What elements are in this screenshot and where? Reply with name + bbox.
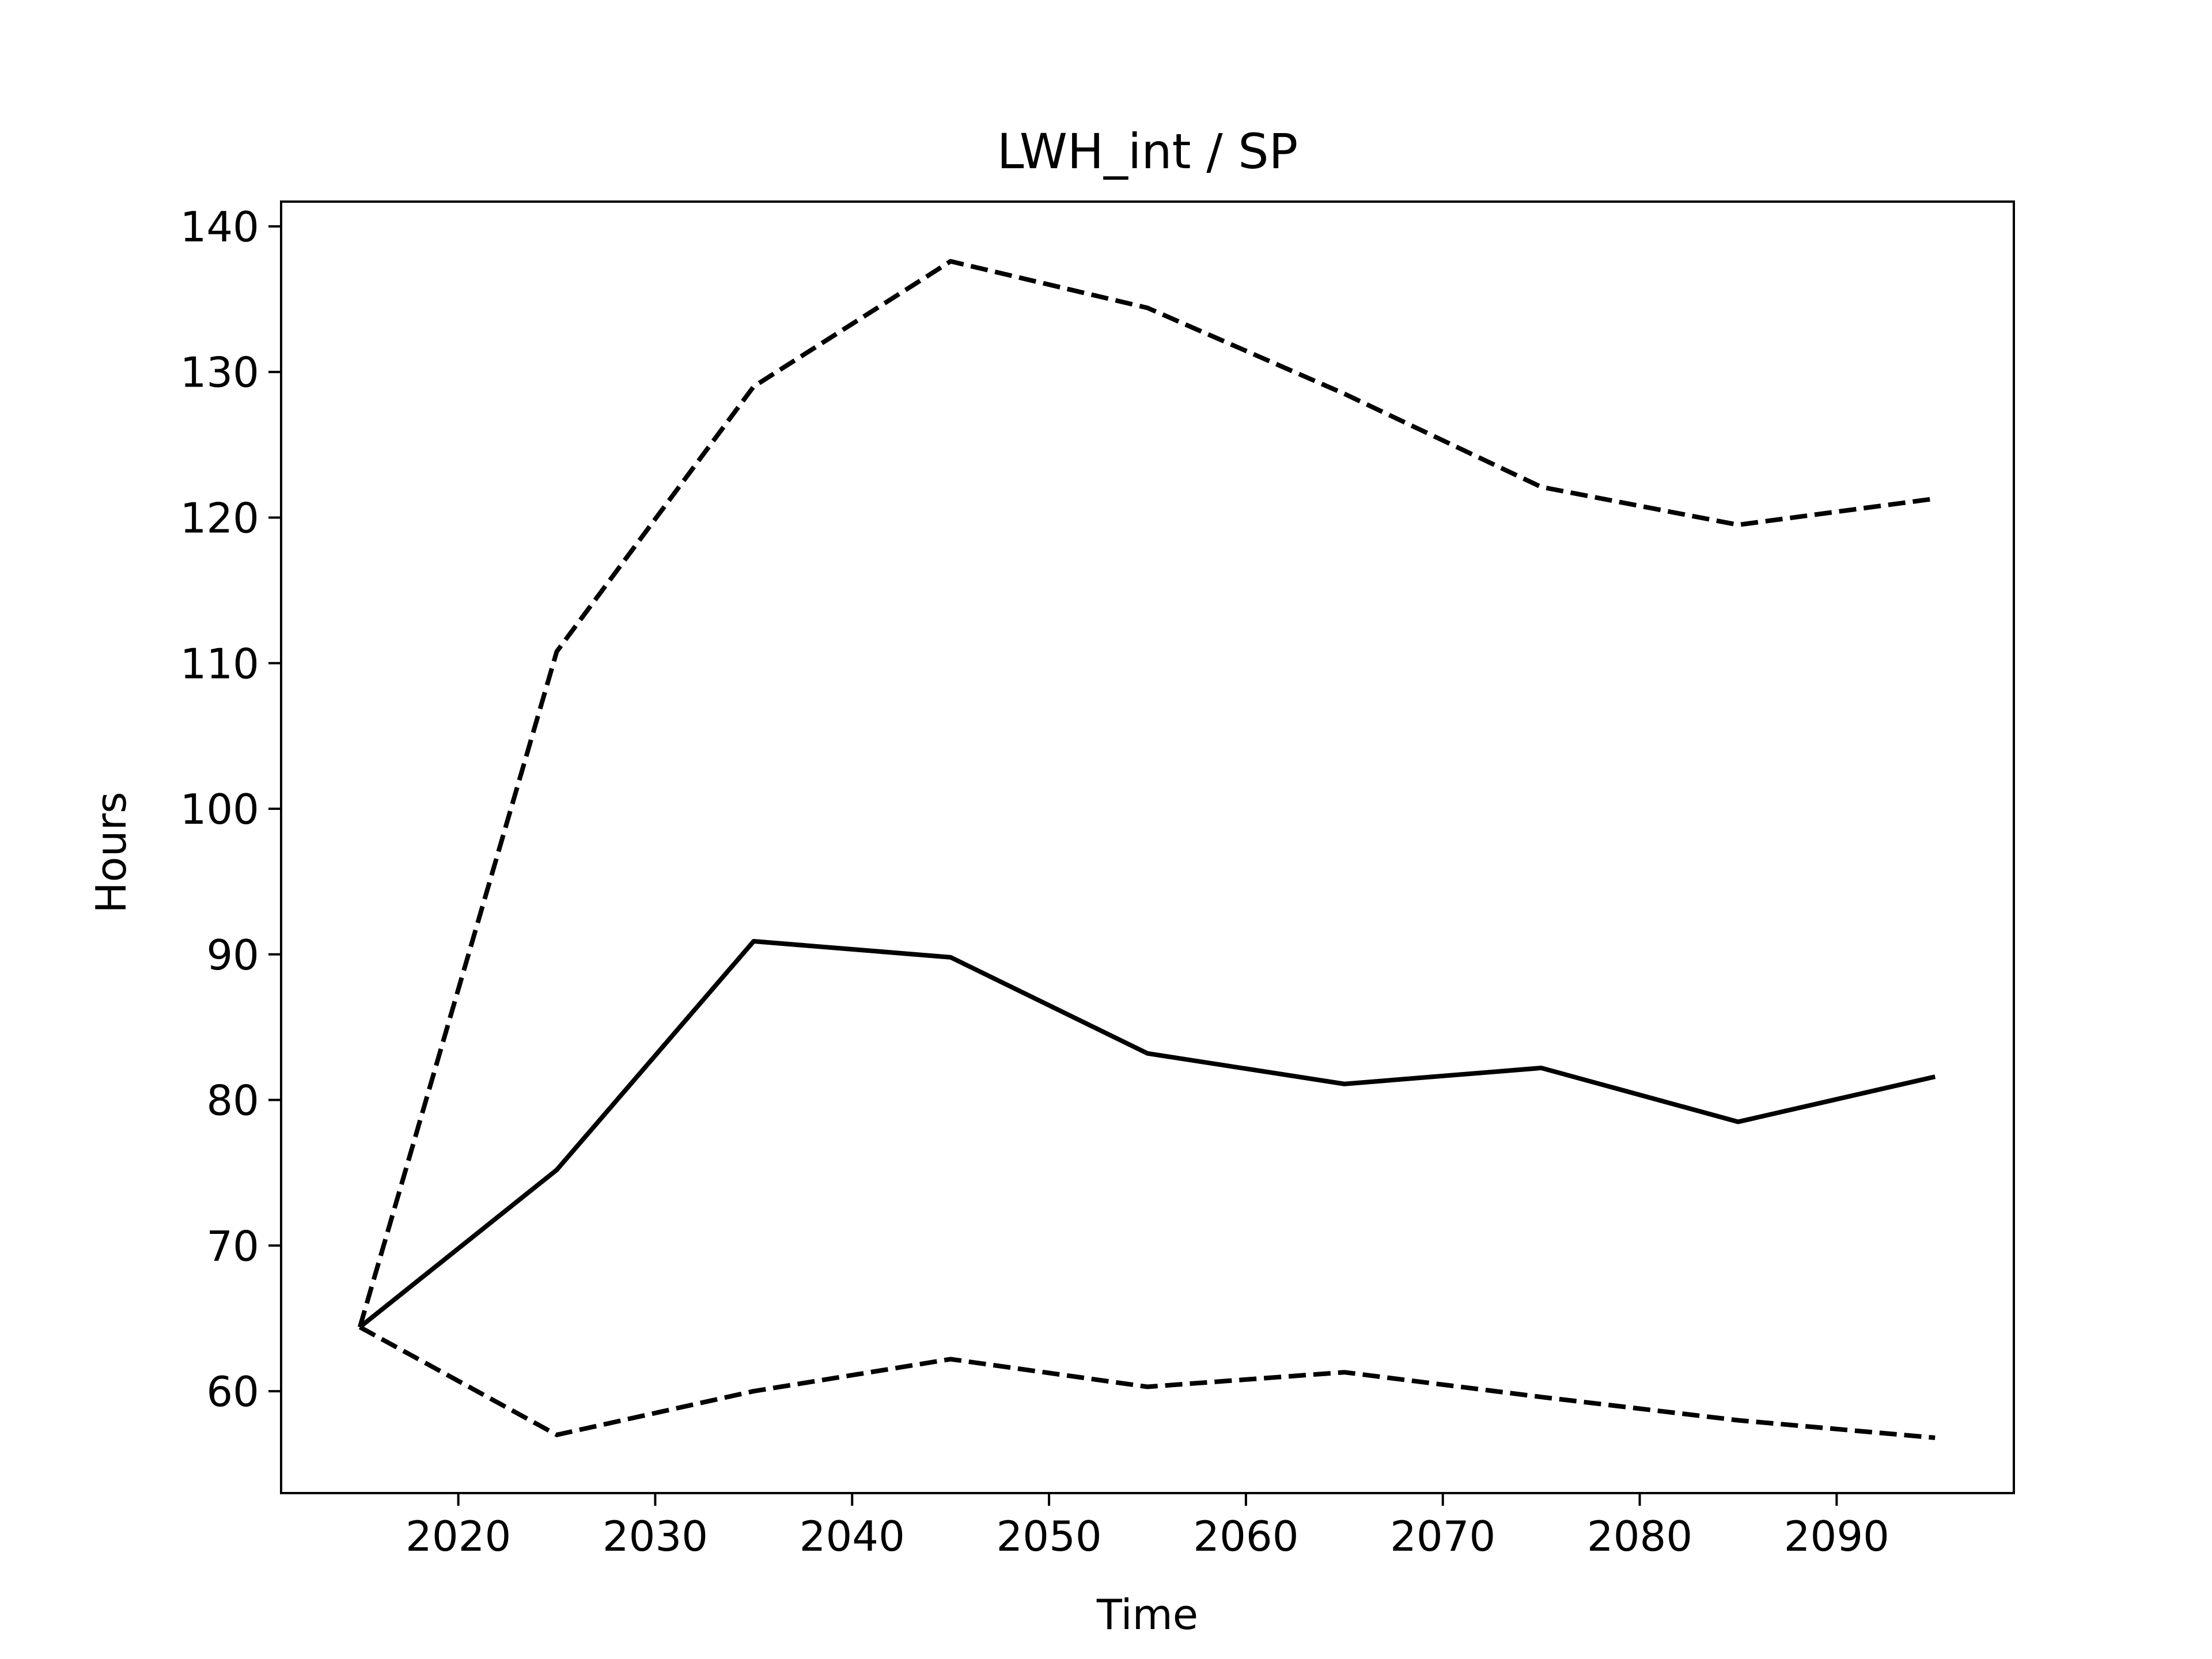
y-axis-ticks: 60 70 80 90 100 110 120 130 140 [180, 203, 281, 1416]
x-axis-ticks: 2020 2030 2040 2050 2060 2070 2080 2090 [406, 1493, 1889, 1560]
y-tick-label: 130 [180, 349, 259, 397]
x-tick-label: 2020 [406, 1512, 511, 1560]
lower-bound-line [358, 1325, 1936, 1440]
y-tick-label: 120 [180, 494, 259, 542]
x-tick-label: 2080 [1587, 1512, 1692, 1560]
y-tick-label: 70 [206, 1222, 259, 1270]
upper-bound-line [357, 259, 1936, 1328]
y-tick-label: 80 [206, 1077, 259, 1125]
x-tick-label: 2040 [800, 1512, 905, 1560]
y-tick-label: 140 [180, 203, 259, 251]
x-tick-label: 2050 [996, 1512, 1101, 1560]
plot-lines [357, 259, 1936, 1440]
y-tick-label: 60 [206, 1368, 259, 1416]
y-tick-label: 90 [206, 931, 259, 979]
plot-frame [280, 200, 2015, 1494]
y-axis-label: Hours [87, 792, 135, 914]
median-line [358, 939, 1936, 1329]
x-axis-label: Time [1096, 1590, 1198, 1639]
x-tick-label: 2030 [603, 1512, 708, 1560]
x-tick-label: 2060 [1193, 1512, 1298, 1560]
y-tick-label: 110 [180, 639, 259, 688]
x-tick-label: 2070 [1390, 1512, 1495, 1560]
chart-title: LWH_int / SP [997, 123, 1298, 180]
y-tick-label: 100 [180, 785, 259, 834]
x-tick-label: 2090 [1784, 1512, 1889, 1560]
